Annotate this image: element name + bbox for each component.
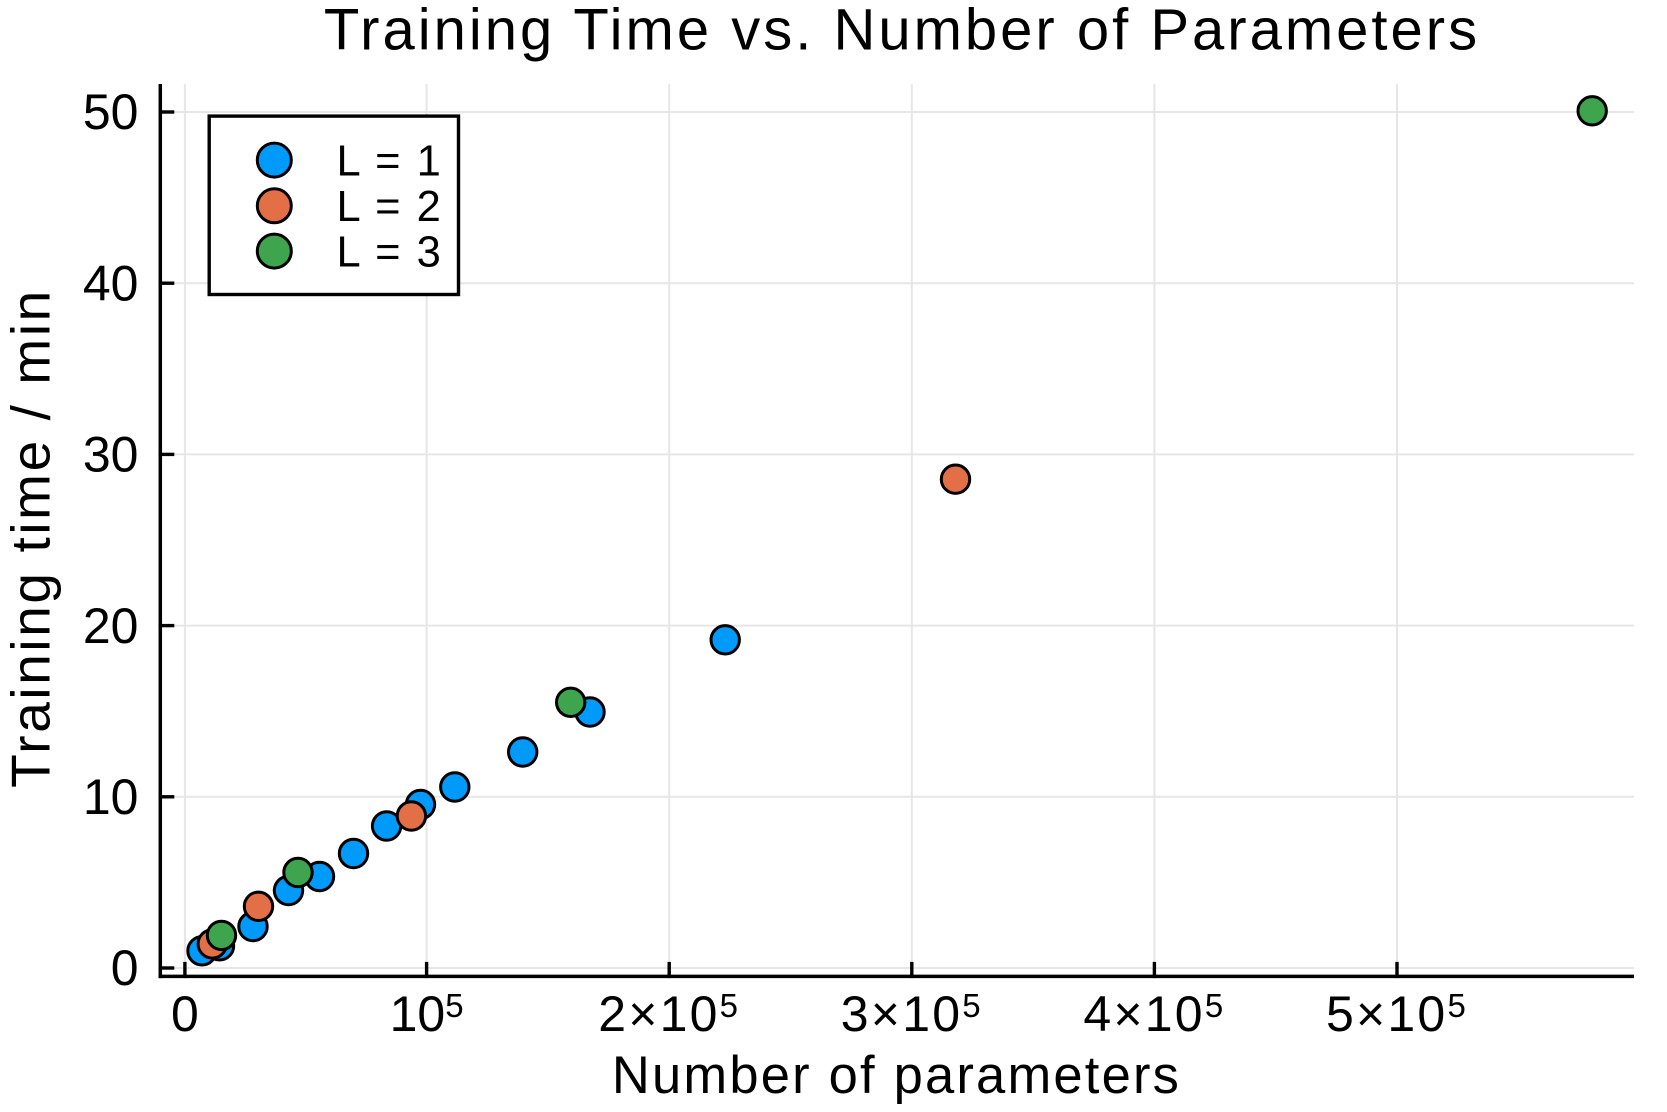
svg-text:20: 20 (83, 598, 139, 654)
svg-text:L = 3: L = 3 (337, 229, 443, 277)
svg-text:0: 0 (111, 940, 139, 996)
svg-text:Training Time vs. Number of Pa: Training Time vs. Number of Parameters (324, 0, 1480, 63)
svg-text:10: 10 (83, 769, 139, 825)
svg-text:40: 40 (83, 255, 139, 311)
svg-text:Training time / min: Training time / min (0, 288, 62, 788)
svg-text:0: 0 (171, 986, 199, 1042)
svg-text:50: 50 (83, 84, 139, 140)
svg-text:Number of parameters: Number of parameters (612, 1046, 1181, 1105)
svg-text:L = 2: L = 2 (337, 183, 443, 231)
svg-text:3×105: 3×105 (841, 986, 983, 1042)
svg-text:30: 30 (83, 427, 139, 483)
svg-text:4×105: 4×105 (1083, 986, 1225, 1042)
svg-text:L = 1: L = 1 (337, 138, 443, 186)
svg-text:2×105: 2×105 (598, 986, 740, 1042)
svg-text:5×105: 5×105 (1326, 986, 1468, 1042)
